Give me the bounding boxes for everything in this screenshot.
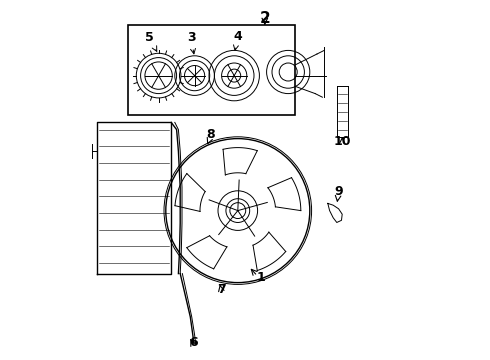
Text: 7: 7 bbox=[217, 283, 226, 296]
Text: 5: 5 bbox=[145, 31, 157, 51]
Text: 2: 2 bbox=[259, 10, 270, 26]
Text: 10: 10 bbox=[334, 135, 351, 148]
Text: 3: 3 bbox=[187, 31, 196, 54]
Text: 9: 9 bbox=[334, 185, 343, 198]
Text: 8: 8 bbox=[206, 127, 215, 140]
Text: 1: 1 bbox=[257, 271, 266, 284]
FancyBboxPatch shape bbox=[128, 25, 295, 115]
Text: 6: 6 bbox=[190, 336, 198, 349]
Text: 4: 4 bbox=[233, 30, 242, 50]
